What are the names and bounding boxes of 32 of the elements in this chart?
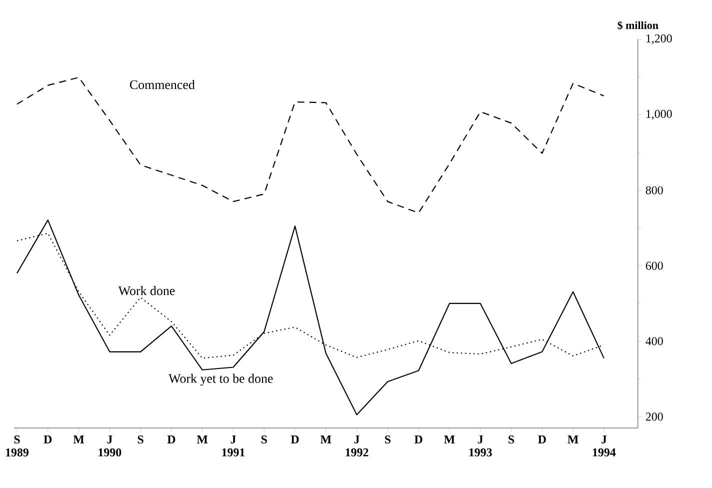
y-tick-label: 1,000	[646, 110, 672, 120]
y-axis-title: $ million	[618, 21, 658, 30]
x-tick-label: M	[73, 436, 84, 444]
x-tick-label: S	[261, 435, 267, 444]
text: Commenced	[130, 80, 195, 90]
x-tick-label: J 1991	[222, 436, 245, 456]
x-tick-label: J 1992	[346, 436, 368, 456]
x-tick-label: S 1989	[6, 435, 29, 456]
x-tick-label: J 1993	[469, 436, 492, 456]
y-tick-label: 200	[646, 412, 663, 421]
x-tick-label: D	[44, 436, 52, 444]
y-tick-label: 800	[646, 186, 663, 194]
x-tick-label: D	[414, 436, 422, 444]
x-tick-label: M	[568, 436, 578, 444]
x-tick-label: S	[138, 435, 144, 444]
x-tick-label: M	[196, 436, 208, 444]
line-series	[16, 76, 604, 214]
y-tick-label: 600	[646, 262, 663, 270]
x-tick-label: S	[385, 435, 391, 444]
y-tick-label: 400	[646, 337, 663, 346]
x-tick-label: D	[290, 436, 299, 444]
series-label: Work done	[118, 286, 175, 296]
x-tick-label: J 1994	[592, 436, 616, 456]
y-tick-label: 1,200	[646, 34, 672, 44]
line-series	[16, 220, 604, 416]
x-tick-label: M	[444, 436, 455, 444]
x-tick-label: S	[508, 435, 514, 444]
x-tick-label: J 1990	[98, 436, 122, 456]
x-tick-label: M	[320, 436, 332, 444]
series-label: Work yet to be done	[168, 374, 273, 386]
x-tick-label: D	[167, 436, 176, 444]
x-tick-label: D	[538, 436, 546, 444]
